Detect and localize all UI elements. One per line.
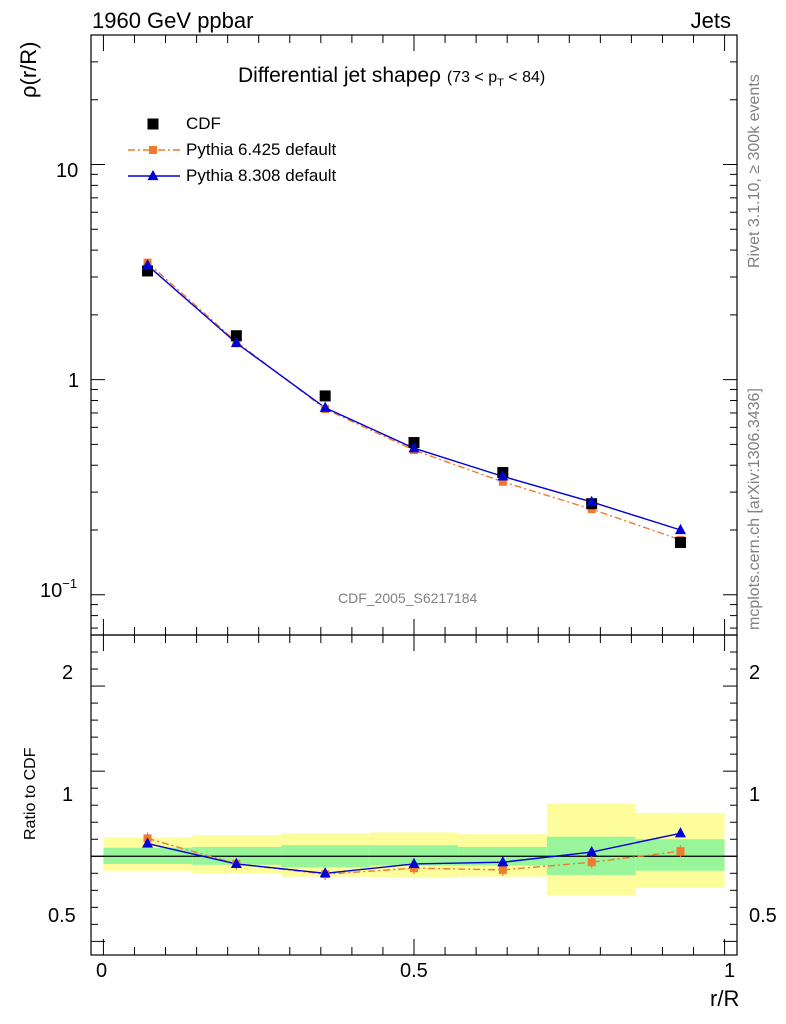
y-tick-10: 10 — [56, 160, 79, 182]
y-tick-1: 1 — [68, 370, 80, 392]
pythia8-point — [586, 495, 598, 507]
pythia6-ratio-point — [676, 847, 685, 856]
y-axis-label-main: ρ(r/R) — [16, 41, 41, 99]
pythia8-point — [497, 470, 509, 481]
pythia8-point — [319, 401, 331, 412]
cdf-point — [674, 536, 686, 548]
rivet-info: Rivet 3.1.10, ≥ 300k events — [746, 74, 763, 268]
legend-marker-pythia6 — [149, 146, 157, 154]
analysis-watermark: CDF_2005_S6217184 — [338, 590, 478, 606]
pythia6-point — [498, 477, 507, 486]
x-tick-0-5: 0.5 — [400, 960, 428, 982]
legend-label-pythia6: Pythia 6.425 default — [186, 140, 337, 159]
pythia8-ratio-point — [586, 845, 598, 857]
pythia6-ratio-point — [587, 858, 596, 867]
legend-label-pythia8: Pythia 8.308 default — [186, 166, 337, 185]
legend-marker-pythia8 — [147, 169, 159, 181]
pythia8-ratio-point — [142, 837, 154, 848]
ratio-uncertainty-bands — [103, 803, 725, 896]
pythia6-line — [147, 262, 681, 541]
inner-band-bin — [369, 845, 459, 866]
pythia8-ratio-point — [230, 857, 242, 869]
ratio-y-tick-0-5: 0.5 — [48, 905, 76, 927]
pythia6-ratio-point — [410, 864, 418, 873]
chart-title-range: (73 < pT < 84) — [446, 69, 546, 90]
cdf-point — [230, 330, 242, 342]
data-series — [142, 258, 686, 881]
ratio-y-tick-0-5-right: 0.5 — [749, 905, 777, 927]
pythia8-point — [142, 259, 154, 270]
pythia8-ratio-point — [674, 827, 686, 838]
chart-title: Differential jet shapeρ (73 < pT < 84) — [238, 64, 545, 89]
ratio-y-tick-1-right: 1 — [749, 784, 761, 806]
pythia8-ratio-point — [319, 867, 331, 878]
chart-title-main: Differential jet shapeρ — [238, 64, 442, 87]
y-tick-0-1: 10−1 — [40, 576, 78, 602]
pythia8-ratio-point — [408, 857, 420, 869]
pythia8-ratio-point — [497, 856, 509, 867]
cdf-point — [319, 390, 331, 402]
legend-label-cdf: CDF — [186, 114, 221, 133]
ratio-y-tick-2: 2 — [62, 662, 74, 684]
x-tick-0: 0 — [96, 960, 108, 982]
pythia8-point — [674, 523, 686, 535]
axes-frame — [90, 34, 738, 956]
x-axis-label: r/R — [710, 986, 740, 1011]
mcplots-info: mcplots.cern.ch [arXiv:1306.3436] — [746, 388, 763, 630]
header-left: 1960 GeV ppbar — [92, 8, 254, 33]
header-right: Jets — [690, 8, 731, 33]
legend-marker-cdf — [147, 118, 159, 130]
x-tick-1: 1 — [724, 960, 736, 982]
ratio-plot-frame — [90, 634, 738, 956]
ratio-y-tick-2-right: 2 — [749, 662, 761, 684]
legend — [128, 118, 180, 181]
pythia6-ratio-point — [498, 865, 507, 874]
pythia8-point — [230, 336, 242, 348]
y-axis-label-ratio: Ratio to CDF — [22, 747, 39, 840]
pythia8-line — [147, 264, 681, 531]
pythia8-point — [408, 442, 420, 453]
cdf-point — [142, 265, 154, 277]
ratio-y-tick-1: 1 — [62, 784, 74, 806]
